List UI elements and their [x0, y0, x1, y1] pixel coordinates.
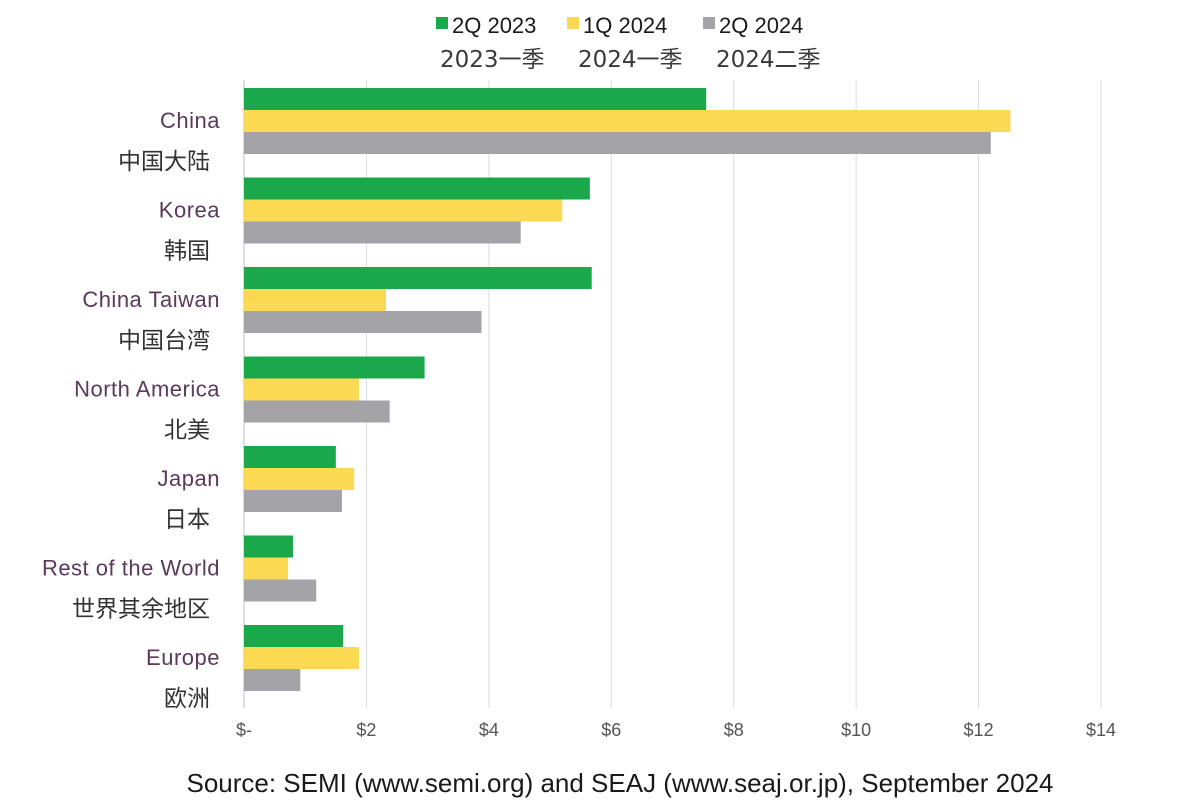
bar [244, 356, 425, 379]
bar [244, 378, 360, 401]
x-tick-label: $6 [601, 720, 621, 740]
category-labels: China 中国大陆 Korea 韩国 China Taiwan 中国台湾 North Am… [42, 108, 220, 712]
legend: 2Q 2023 2023一季 1Q 2024 2024一季 2Q 2024 2024二季 [436, 13, 821, 73]
bar [244, 400, 390, 423]
category-label: China [160, 108, 220, 133]
bar [244, 490, 342, 512]
legend-swatch [567, 17, 579, 29]
x-tick-label: $2 [356, 720, 376, 740]
legend-swatch [436, 17, 448, 29]
bar [244, 311, 482, 333]
x-tick-label: $14 [1086, 720, 1116, 740]
bar [244, 88, 707, 110]
legend-label: 2Q 2024 [719, 13, 803, 38]
x-tick-label: $10 [841, 720, 871, 740]
bar [244, 110, 1011, 132]
x-axis-ticks: $- $2 $4 $6 $8 $10 $12 $14 [236, 720, 1116, 740]
bar [244, 267, 592, 289]
category-sublabel: 日本 [164, 507, 210, 533]
legend-sublabel: 2024二季 [716, 47, 821, 73]
gridlines [243, 80, 1102, 708]
x-tick-label: $12 [964, 720, 994, 740]
bar [244, 446, 336, 468]
x-tick-label: $4 [479, 720, 499, 740]
bar [244, 557, 289, 580]
bar [244, 579, 317, 602]
legend-label: 1Q 2024 [583, 13, 667, 38]
category-label: Europe [146, 645, 220, 670]
category-sublabel: 中国大陆 [118, 149, 210, 175]
bar [244, 625, 344, 647]
bar [244, 647, 360, 669]
category-label: Rest of the World [42, 556, 220, 581]
bar [244, 289, 387, 311]
bar [244, 468, 355, 490]
category-label: North America [74, 377, 220, 402]
x-tick-label: $- [236, 720, 252, 740]
category-label: Korea [159, 198, 220, 223]
bars [244, 88, 1011, 691]
bar [244, 177, 590, 200]
bar [244, 669, 301, 691]
category-sublabel: 韩国 [164, 239, 210, 265]
bar [244, 535, 293, 558]
category-label: China Taiwan [82, 287, 220, 312]
legend-sublabel: 2023一季 [440, 47, 545, 73]
legend-swatch [703, 17, 715, 29]
legend-label: 2Q 2023 [452, 13, 536, 38]
category-label: Japan [158, 466, 220, 491]
bar [244, 132, 991, 154]
legend-sublabel: 2024一季 [578, 47, 683, 73]
category-sublabel: 欧洲 [164, 686, 210, 712]
category-sublabel: 北美 [164, 418, 210, 444]
bar [244, 221, 521, 244]
source-note: Source: SEMI (www.semi.org) and SEAJ (ww… [186, 768, 1054, 798]
x-tick-label: $8 [724, 720, 744, 740]
bar [244, 199, 563, 222]
category-sublabel: 世界其余地区 [72, 597, 210, 623]
category-sublabel: 中国台湾 [118, 328, 210, 354]
